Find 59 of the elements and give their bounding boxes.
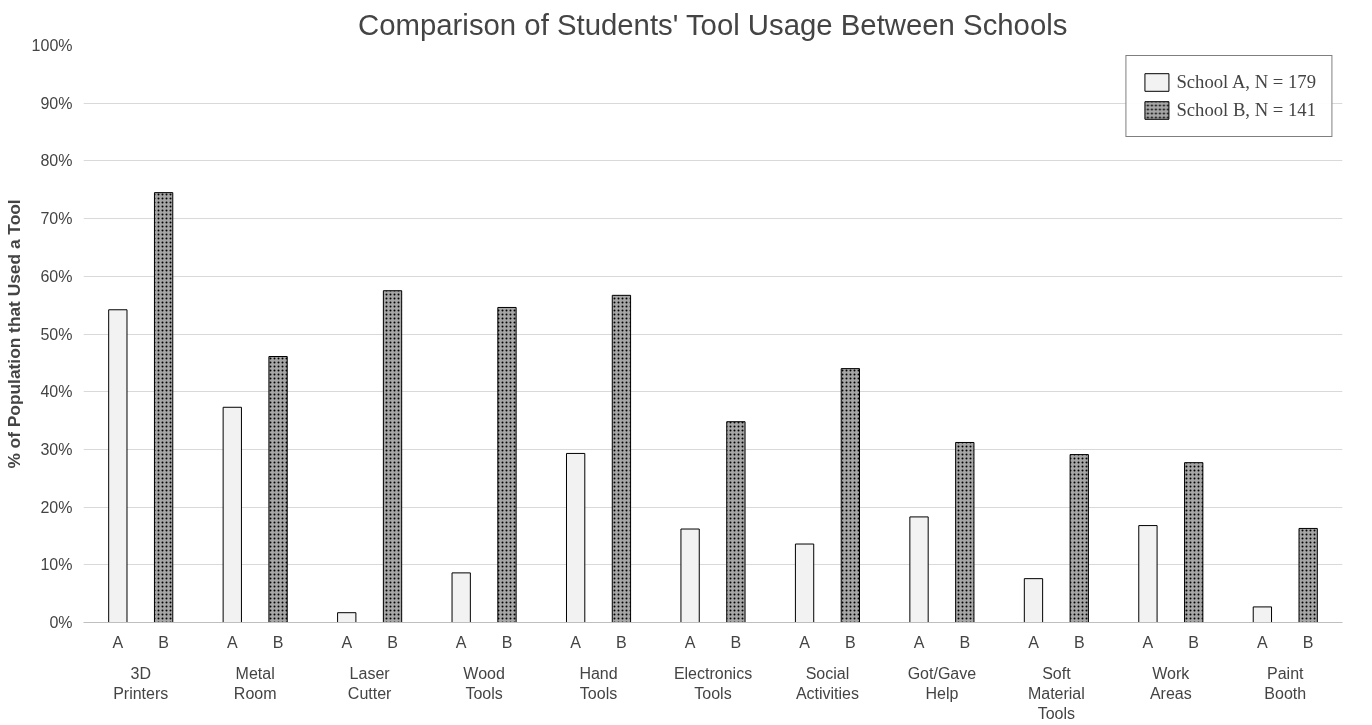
bar <box>566 452 586 623</box>
text: A <box>455 633 467 651</box>
bar <box>680 528 700 623</box>
x-tick-label: Social Activities <box>795 664 860 702</box>
y-axis-title: % of Population that Used a Tool <box>3 199 24 469</box>
y-tick-label: 60% <box>40 267 73 285</box>
x-tick-label: Hand Tools <box>579 664 618 702</box>
x-tick-label: Electronics Tools <box>673 664 753 702</box>
text: A <box>341 633 353 651</box>
x-tick-label: Wood Tools <box>463 664 505 702</box>
y-tick-label: 0% <box>49 614 73 631</box>
y-tick-label: 30% <box>40 440 73 458</box>
y-tick-label: 40% <box>40 383 73 401</box>
legend-label: School B, N = 141 <box>1176 99 1316 121</box>
y-tick-label: 100% <box>31 37 73 54</box>
y-tick-label: 10% <box>40 556 73 574</box>
bar <box>451 572 471 623</box>
text: A <box>226 633 238 651</box>
bar <box>337 612 357 623</box>
y-tick-label: 70% <box>40 210 73 228</box>
legend-label: School A, N = 179 <box>1176 71 1316 93</box>
text: A <box>570 633 581 651</box>
bar <box>1252 606 1273 623</box>
text: A <box>1028 633 1039 651</box>
text: B <box>501 633 513 651</box>
text: B <box>616 633 627 651</box>
chart-title: Comparison of Students' Tool Usage Between Schools <box>358 7 1068 41</box>
y-tick-label: 20% <box>40 498 73 516</box>
text: A <box>913 633 925 651</box>
text: B <box>158 633 169 651</box>
y-tick-label: 50% <box>40 325 73 343</box>
x-tick-label: Metal Room <box>233 664 277 702</box>
text: B <box>959 633 971 651</box>
text: A <box>1257 633 1268 651</box>
bar <box>108 309 128 623</box>
text: A <box>684 633 696 651</box>
text: B <box>1302 633 1314 651</box>
text: B <box>1073 633 1085 651</box>
bar <box>1138 525 1158 623</box>
bar <box>1023 578 1044 623</box>
bar <box>909 516 929 623</box>
bar <box>794 543 815 623</box>
bar <box>222 406 242 623</box>
x-tick-label: 3D Printers <box>113 664 169 702</box>
text: A <box>112 633 124 651</box>
y-tick-label: 90% <box>40 94 73 112</box>
text: B <box>845 633 856 651</box>
x-tick-label: Work Areas <box>1149 664 1192 702</box>
text: B <box>730 633 742 651</box>
y-tick-label: 80% <box>40 152 73 170</box>
text: B <box>387 633 398 651</box>
text: B <box>1188 633 1200 651</box>
text: A <box>1142 633 1154 651</box>
x-tick-label: Got/Gave Help <box>907 664 977 702</box>
text: B <box>272 633 284 651</box>
x-tick-label: Paint Booth <box>1264 664 1307 702</box>
x-tick-label: Soft Material Tools <box>1027 664 1085 723</box>
text: A <box>799 633 810 651</box>
x-tick-label: Laser Cutter <box>347 664 393 702</box>
